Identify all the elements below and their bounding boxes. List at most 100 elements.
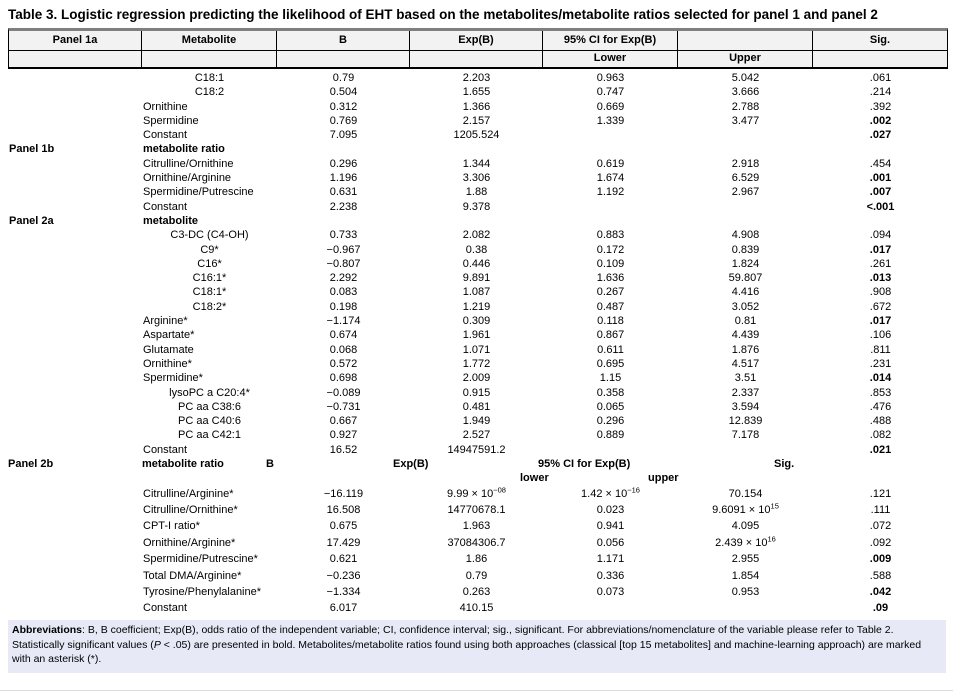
metabolite-cell: C18:1 xyxy=(194,72,225,84)
panel-label-cell xyxy=(8,314,142,328)
b-cell: 6.017 xyxy=(329,602,358,615)
ci-upper-cell xyxy=(678,128,813,142)
ci-upper-cell: 2.967 xyxy=(731,186,760,199)
metabolite-cell: C18:1* xyxy=(192,286,227,299)
header-metabolite: Metabolite xyxy=(142,31,277,50)
b-cell: 0.675 xyxy=(329,520,358,533)
header-ci-spacer xyxy=(678,31,813,50)
upper-label: upper xyxy=(648,472,679,485)
ci-lower-cell xyxy=(543,128,678,142)
table-row: PC aa C40:6 0.667 1.949 0.296 12.839 .488 xyxy=(8,414,948,428)
expb-cell: 3.306 xyxy=(462,172,491,185)
metabolite-cell: Glutamate xyxy=(143,343,194,356)
sig-cell: .017 xyxy=(869,315,892,328)
header-b: B xyxy=(277,31,410,50)
sig-cell: .588 xyxy=(869,569,892,582)
b-cell: −0.089 xyxy=(326,386,361,399)
expb-cell: 1.087 xyxy=(462,286,491,299)
metabolite-cell: Constant xyxy=(143,602,188,615)
ci-lower-cell: 0.867 xyxy=(596,329,625,342)
empty-cell xyxy=(678,142,813,156)
panel-label-cell xyxy=(8,228,142,242)
panel-label-cell xyxy=(8,535,142,551)
ci-lower-cell xyxy=(543,443,678,457)
b-cell: 0.79 xyxy=(332,72,355,84)
ci-lower-cell: 0.109 xyxy=(596,257,625,270)
sig-cell: .476 xyxy=(869,400,892,413)
header-row-2: Lower Upper xyxy=(9,51,947,67)
empty-cell xyxy=(543,142,678,156)
table-row: PC aa C38:6 −0.731 0.481 0.065 3.594 .476 xyxy=(8,400,948,414)
section-row: Panel 2b metabolite ratio B Exp(B) 95% CI fo… xyxy=(8,457,948,471)
b-cell: −0.807 xyxy=(326,257,361,270)
ci-upper-cell: 0.81 xyxy=(734,315,757,328)
expb-cell: 0.38 xyxy=(465,243,488,256)
table-row: CPT-I ratio* 0.675 1.963 0.941 4.095 .072 xyxy=(8,518,948,534)
ci-lower-cell: 0.023 xyxy=(596,504,625,516)
table-row: PC aa C42:1 0.927 2.527 0.889 7.178 .082 xyxy=(8,428,948,442)
table-header: Panel 1a Metabolite B Exp(B) 95% CI for … xyxy=(8,28,948,69)
expb-cell: 1.86 xyxy=(465,553,488,566)
ci-upper-cell: 4.517 xyxy=(731,357,760,370)
table-row: lysoPC a C20:4* −0.089 0.915 0.358 2.337 .853 xyxy=(8,386,948,400)
panel-label-cell xyxy=(8,85,142,99)
expb-cell: 1205.524 xyxy=(453,129,500,142)
panel-label-cell xyxy=(8,584,142,600)
expb-cell: 1.963 xyxy=(462,520,491,533)
sig-cell: .082 xyxy=(869,429,892,442)
metabolite-cell: C9* xyxy=(200,243,219,256)
metabolite-cell: Citrulline/Arginine* xyxy=(143,487,234,500)
metabolite-cell: Constant xyxy=(143,200,188,213)
ci-upper-cell: 2.918 xyxy=(731,157,760,170)
ci-lower-cell: 1.192 xyxy=(596,186,625,199)
footnote: Abbreviations: B, B coefficient; Exp(B),… xyxy=(8,619,946,674)
ci-upper-cell: 3.052 xyxy=(731,300,760,313)
sig-cell: .092 xyxy=(869,536,892,549)
b-cell: 0.927 xyxy=(329,429,358,442)
expb-cell: 0.309 xyxy=(462,315,491,328)
ci-upper-cell: 5.042 xyxy=(731,72,760,84)
panel-label-cell xyxy=(8,100,142,114)
table-row: Ornithine/Arginine* 17.429 37084306.7 0.056… xyxy=(8,535,948,551)
expb-cell: 2.009 xyxy=(462,372,491,385)
table-row: Glutamate 0.068 1.071 0.611 1.876 .811 xyxy=(8,343,948,357)
ci-upper-cell: 4.439 xyxy=(731,329,760,342)
footnote-text: < .05) are presented in bold. Metabolite… xyxy=(12,638,922,666)
ci-lower-cell: 0.695 xyxy=(596,357,625,370)
ci-upper-cell: 9.6091 × 1015 xyxy=(712,501,779,516)
expb-cell: 2.527 xyxy=(462,429,491,442)
expb-cell: 2.203 xyxy=(462,72,491,84)
sig-cell: .094 xyxy=(869,229,892,242)
ci-lower-cell xyxy=(543,200,678,214)
sig-cell: .017 xyxy=(869,243,892,256)
metabolite-cell: Aspartate* xyxy=(143,329,195,342)
ci-upper-cell: 4.416 xyxy=(731,286,760,299)
panel-label-cell xyxy=(8,443,142,457)
b-header-label: B xyxy=(266,458,274,471)
panel-label-cell xyxy=(8,502,142,518)
window-bottom-edge xyxy=(0,690,953,691)
header-spacer-2 xyxy=(142,51,277,67)
b-cell: 0.621 xyxy=(329,553,358,566)
ci-lower-cell: 1.674 xyxy=(596,172,625,185)
panel-label-cell xyxy=(8,285,142,299)
sig-cell: .261 xyxy=(869,257,892,270)
table-row: Total DMA/Arginine* −0.236 0.79 0.336 1.854.… xyxy=(8,568,948,584)
ci-upper-cell: 3.666 xyxy=(731,86,760,99)
ci-upper-cell xyxy=(678,443,813,457)
b-cell: 0.733 xyxy=(329,229,358,242)
expb-cell: 0.446 xyxy=(462,257,491,270)
metabolite-cell: lysoPC a C20:4* xyxy=(169,386,250,399)
table-row: Ornithine 0.312 1.366 0.669 2.788 .392 xyxy=(8,100,948,114)
ci-lower-cell: 0.172 xyxy=(596,243,625,256)
panel-label-cell xyxy=(8,200,142,214)
header-upper: Upper xyxy=(678,51,813,67)
expb-cell: 0.915 xyxy=(462,386,491,399)
sig-cell: .007 xyxy=(869,186,892,199)
expb-cell: 1.655 xyxy=(462,86,491,99)
ci-lower-cell: 0.619 xyxy=(596,157,625,170)
ci-upper-cell: 70.154 xyxy=(728,487,763,500)
metabolite-cell: Spermidine/Putrescine xyxy=(143,186,254,199)
table-row: C16:1* 2.292 9.891 1.636 59.807 .013 xyxy=(8,271,948,285)
panel-label-cell xyxy=(8,371,142,385)
